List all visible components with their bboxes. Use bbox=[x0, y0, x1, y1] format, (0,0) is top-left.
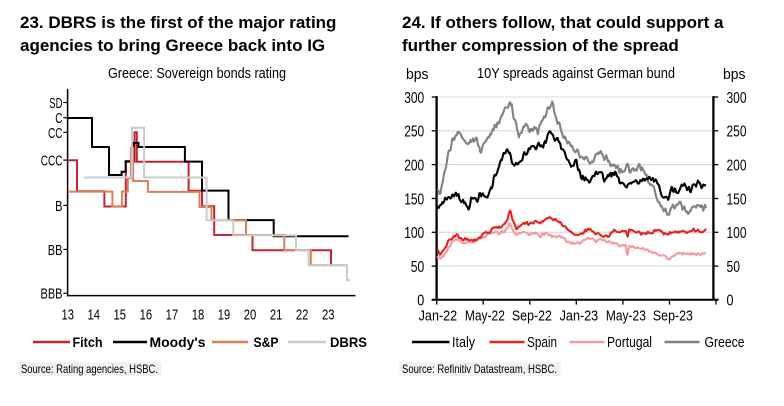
svg-text:Portugal: Portugal bbox=[607, 334, 652, 351]
svg-text:DBRS: DBRS bbox=[330, 334, 367, 350]
svg-text:250: 250 bbox=[727, 124, 747, 141]
svg-text:100: 100 bbox=[404, 225, 424, 242]
svg-text:B: B bbox=[55, 198, 62, 215]
svg-text:200: 200 bbox=[727, 157, 747, 174]
svg-text:CCC: CCC bbox=[41, 153, 63, 170]
svg-text:S&P: S&P bbox=[254, 334, 279, 350]
svg-text:Sep-23: Sep-23 bbox=[653, 308, 693, 325]
svg-text:SD: SD bbox=[49, 95, 62, 112]
svg-text:250: 250 bbox=[404, 124, 424, 141]
svg-text:Sep-22: Sep-22 bbox=[512, 308, 552, 325]
svg-text:Spain: Spain bbox=[527, 334, 557, 351]
svg-text:BBB: BBB bbox=[41, 286, 63, 303]
svg-text:Greece: Greece bbox=[705, 334, 745, 351]
svg-text:23: 23 bbox=[322, 307, 335, 324]
svg-text:0: 0 bbox=[417, 293, 424, 310]
svg-text:C: C bbox=[55, 110, 62, 127]
svg-text:300: 300 bbox=[727, 90, 747, 107]
svg-text:18: 18 bbox=[192, 307, 205, 324]
svg-text:19: 19 bbox=[218, 307, 231, 324]
svg-text:16: 16 bbox=[140, 307, 153, 324]
svg-text:10Y spreads against German bun: 10Y spreads against German bund bbox=[477, 65, 675, 82]
svg-text:bps: bps bbox=[723, 66, 746, 83]
svg-text:Greece: Sovereign bonds rating: Greece: Sovereign bonds rating bbox=[108, 65, 286, 82]
svg-text:Jan-22: Jan-22 bbox=[419, 308, 458, 325]
svg-text:15: 15 bbox=[114, 307, 127, 324]
svg-text:Jan-23: Jan-23 bbox=[560, 308, 599, 325]
svg-text:May-23: May-23 bbox=[606, 308, 646, 325]
svg-text:CC: CC bbox=[48, 125, 63, 142]
svg-text:Italy: Italy bbox=[452, 334, 475, 351]
svg-text:50: 50 bbox=[411, 259, 425, 276]
svg-text:Source: Rating agencies, HSBC.: Source: Rating agencies, HSBC. bbox=[21, 362, 158, 376]
svg-text:bps: bps bbox=[406, 66, 429, 83]
svg-text:Fitch: Fitch bbox=[73, 334, 103, 350]
svg-text:150: 150 bbox=[404, 191, 424, 208]
svg-text:May-22: May-22 bbox=[465, 308, 505, 325]
svg-text:100: 100 bbox=[727, 225, 747, 242]
svg-text:13: 13 bbox=[61, 307, 74, 324]
svg-text:50: 50 bbox=[727, 259, 741, 276]
svg-text:300: 300 bbox=[404, 90, 424, 107]
svg-text:BB: BB bbox=[48, 242, 63, 259]
svg-text:200: 200 bbox=[404, 157, 424, 174]
svg-text:21: 21 bbox=[270, 307, 283, 324]
svg-text:Moody's: Moody's bbox=[150, 334, 206, 350]
svg-text:14: 14 bbox=[88, 307, 101, 324]
svg-text:20: 20 bbox=[244, 307, 257, 324]
svg-text:17: 17 bbox=[166, 307, 179, 324]
svg-text:150: 150 bbox=[727, 191, 747, 208]
svg-text:22: 22 bbox=[296, 307, 309, 324]
svg-text:0: 0 bbox=[727, 293, 734, 310]
svg-text:Source: Refinitiv Datastream,: Source: Refinitiv Datastream, HSBC. bbox=[402, 362, 557, 376]
